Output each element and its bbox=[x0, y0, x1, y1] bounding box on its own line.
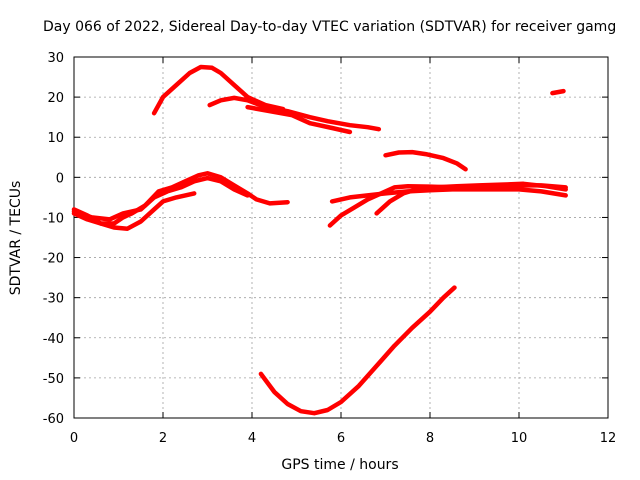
axis-ticks bbox=[73, 56, 609, 419]
y-tick-label: -50 bbox=[43, 372, 64, 387]
series-track-5 bbox=[550, 88, 566, 96]
y-tick-label: -10 bbox=[43, 211, 64, 226]
x-tick-label: 4 bbox=[248, 431, 256, 446]
series-track-10 bbox=[329, 187, 568, 204]
y-tick-label: 30 bbox=[47, 51, 64, 66]
y-tick-label: -60 bbox=[43, 412, 64, 427]
y-tick-label: 10 bbox=[47, 131, 64, 146]
x-tick-label: 6 bbox=[337, 431, 345, 446]
x-tick-label: 2 bbox=[159, 431, 167, 446]
series-track-4 bbox=[383, 149, 468, 172]
grid-lines bbox=[74, 57, 608, 418]
series-track-3 bbox=[245, 104, 353, 135]
series-track-1 bbox=[151, 64, 286, 116]
y-axis-label: SDTVAR / TECUs bbox=[8, 181, 24, 296]
x-axis-label: GPS time / hours bbox=[281, 457, 398, 473]
x-tick-label: 8 bbox=[426, 431, 434, 446]
x-tick-label: 12 bbox=[600, 431, 617, 446]
chart-title: Day 066 of 2022, Sidereal Day-to-day VTE… bbox=[43, 19, 616, 35]
series-track-8 bbox=[71, 175, 250, 222]
x-tick-label: 0 bbox=[70, 431, 78, 446]
series-track-12 bbox=[258, 285, 457, 416]
series-group bbox=[71, 64, 568, 416]
y-tick-label: -40 bbox=[43, 332, 64, 347]
y-tick-label: 20 bbox=[47, 91, 64, 106]
y-tick-label: -20 bbox=[43, 252, 64, 267]
series-track-2 bbox=[207, 95, 382, 132]
x-tick-labels: 0 2 4 6 8 10 12 bbox=[70, 431, 616, 446]
y-tick-label: 0 bbox=[56, 171, 64, 186]
y-tick-labels: -60 -50 -40 -30 -20 -10 0 10 20 30 bbox=[43, 51, 64, 427]
x-tick-label: 10 bbox=[511, 431, 528, 446]
series-track-11 bbox=[374, 181, 568, 216]
y-tick-label: -30 bbox=[43, 292, 64, 307]
